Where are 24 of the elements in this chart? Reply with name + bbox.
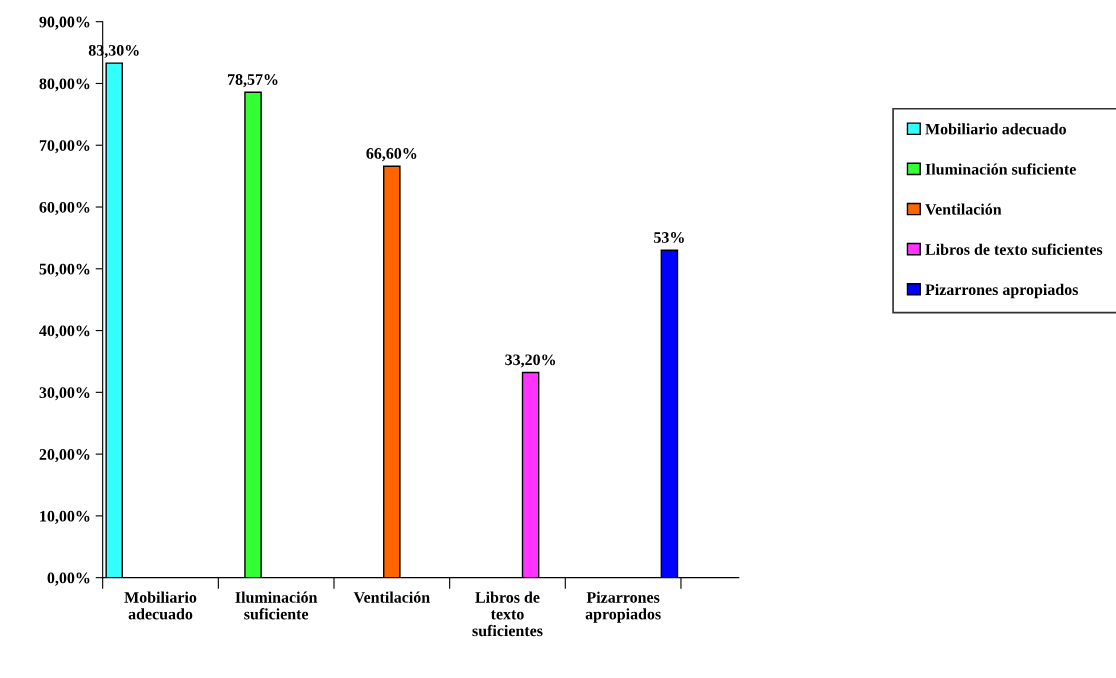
y-tick-label: 10,00% xyxy=(40,510,90,524)
y-tick-label: 0,00% xyxy=(47,572,90,586)
legend-label: Libros de texto suficientes xyxy=(925,243,1103,255)
x-tick-label: Iluminación suficiente xyxy=(235,591,318,620)
y-tick-label: 80,00% xyxy=(39,78,90,92)
x-tick-label: Ventilación xyxy=(353,591,430,603)
y-tick-label: 20,00% xyxy=(39,449,90,463)
legend-label: Mobiliario adecuado xyxy=(925,123,1066,135)
data-label: 66,60% xyxy=(366,148,417,162)
y-tick-label: 30,00% xyxy=(39,387,90,401)
legend-label: Iluminación suficiente xyxy=(925,163,1076,175)
legend-label: Pizarrones apropiados xyxy=(925,283,1079,299)
data-label: 78,57% xyxy=(227,74,278,88)
y-tick-label: 40,00% xyxy=(39,325,90,339)
legend-label: Ventilación xyxy=(925,203,1002,215)
x-tick-label: Libros de texto suficientes xyxy=(472,591,543,637)
data-label: 53% xyxy=(654,232,684,243)
y-tick-label: 50,00% xyxy=(39,263,90,277)
data-label: 33,20% xyxy=(505,354,556,368)
x-tick-label: Pizarrones apropiados xyxy=(585,591,661,623)
y-tick-label: 60,00% xyxy=(39,201,90,216)
x-tick-label: Mobiliario adecuado xyxy=(124,591,197,620)
y-tick-label: 90,00% xyxy=(39,16,90,30)
y-tick-label: 70,00% xyxy=(39,140,90,154)
